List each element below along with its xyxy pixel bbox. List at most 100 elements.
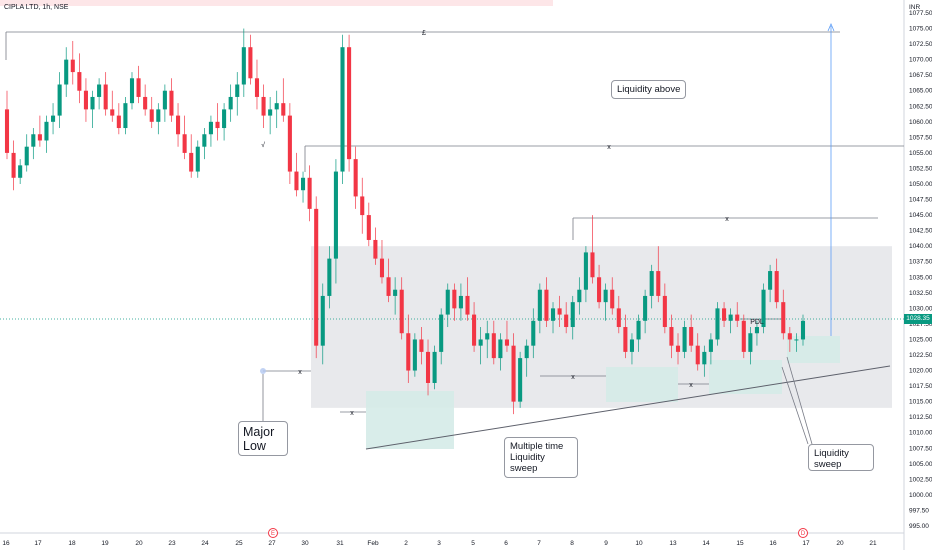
candle-body xyxy=(333,171,338,259)
y-tick-label: 1052.50 xyxy=(909,165,932,172)
candle-body xyxy=(103,84,108,110)
candle xyxy=(550,302,556,334)
candle xyxy=(320,283,325,365)
candle xyxy=(787,327,792,352)
candle xyxy=(531,308,536,359)
candle xyxy=(656,246,661,303)
candle-body xyxy=(162,90,167,110)
candle-body xyxy=(176,115,181,135)
y-tick-label: 1057.50 xyxy=(909,134,932,141)
candle-body xyxy=(274,103,279,110)
candle xyxy=(590,215,595,284)
candle xyxy=(445,283,450,328)
candle-body xyxy=(97,84,102,97)
candle-body xyxy=(557,308,562,315)
candle-body xyxy=(478,339,483,346)
y-tick-label: 997.50 xyxy=(909,507,929,514)
candle xyxy=(235,72,240,116)
earnings-event-marker[interactable]: E xyxy=(268,528,278,538)
sweep-zone xyxy=(366,391,454,449)
candle-body xyxy=(314,208,319,346)
x-tick-label: 31 xyxy=(336,540,344,547)
candle xyxy=(649,264,654,309)
candle-body xyxy=(695,345,700,365)
candle xyxy=(182,115,187,160)
sweep-zone xyxy=(787,336,840,363)
currency-label: INR xyxy=(909,4,921,11)
y-tick-label: 1062.50 xyxy=(909,103,932,110)
y-tick-label: 995.00 xyxy=(909,523,929,530)
candle-body xyxy=(254,78,260,97)
marker-x: x xyxy=(725,216,729,223)
candle-body xyxy=(649,271,654,296)
x-tick-label: 16 xyxy=(769,540,777,547)
candle-body xyxy=(366,215,371,240)
candle-body xyxy=(458,295,463,309)
candle-body xyxy=(432,351,437,383)
candle-body xyxy=(360,196,365,216)
candle xyxy=(97,78,102,110)
pdl-label: PDL xyxy=(750,319,764,326)
candle xyxy=(248,34,253,85)
candle xyxy=(774,258,779,309)
candle xyxy=(228,84,233,122)
candle xyxy=(485,320,490,359)
y-tick-label: 1017.50 xyxy=(909,383,932,390)
candle xyxy=(702,345,707,377)
candle-body xyxy=(564,314,569,328)
candle-body xyxy=(603,289,608,303)
candle xyxy=(136,65,141,104)
candle-body xyxy=(31,134,36,147)
candle-body xyxy=(287,115,292,172)
multiple-sweep-label[interactable]: Multiple time Liquidity sweep xyxy=(504,437,578,478)
candle xyxy=(406,314,411,383)
candle-body xyxy=(445,289,450,315)
y-tick-label: 1030.00 xyxy=(909,305,932,312)
candle xyxy=(366,202,371,247)
drawing-lines xyxy=(0,22,904,450)
candle xyxy=(518,351,523,408)
candle xyxy=(373,227,378,265)
candle-body xyxy=(491,333,496,359)
candle xyxy=(268,96,273,135)
candle-body xyxy=(570,302,575,328)
candle xyxy=(728,308,733,334)
candle-body xyxy=(465,295,470,315)
candle-body xyxy=(182,134,187,153)
candle xyxy=(241,28,246,97)
candle xyxy=(465,277,470,321)
x-tick-label: 7 xyxy=(537,540,541,547)
candle xyxy=(412,333,417,377)
x-tick-label: 17 xyxy=(34,540,42,547)
y-tick-label: 1065.00 xyxy=(909,88,932,95)
candle-body xyxy=(110,109,115,116)
candle-body xyxy=(202,134,207,147)
liquidity-sweep-label[interactable]: Liquidity sweep xyxy=(808,444,874,471)
candle-body xyxy=(425,351,431,383)
liquidity-above-label[interactable]: Liquidity above xyxy=(611,80,687,99)
dividend-event-marker[interactable]: D xyxy=(798,528,808,538)
y-tick-label: 1027.50 xyxy=(909,321,932,328)
x-tick-label: 30 xyxy=(301,540,309,547)
candle-body xyxy=(281,103,286,116)
y-tick-label: 1070.00 xyxy=(909,57,932,64)
y-tick-label: 1022.50 xyxy=(909,352,932,359)
candle-body xyxy=(44,121,49,141)
candle xyxy=(768,264,773,303)
candle-body xyxy=(340,47,345,172)
x-tick-label: 8 xyxy=(570,540,574,547)
candle-body xyxy=(498,339,503,359)
candle-body xyxy=(136,78,141,97)
candle-body xyxy=(294,171,299,191)
candle xyxy=(83,78,88,122)
x-tick-label: 3 xyxy=(437,540,441,547)
candle xyxy=(564,302,569,334)
candle xyxy=(689,314,694,352)
x-tick-label: 20 xyxy=(135,540,143,547)
candle xyxy=(708,333,713,365)
x-tick-label: Feb xyxy=(367,540,379,547)
candle-body xyxy=(169,90,174,116)
major-low-label[interactable]: Major Low xyxy=(238,421,288,456)
candle xyxy=(439,308,444,365)
